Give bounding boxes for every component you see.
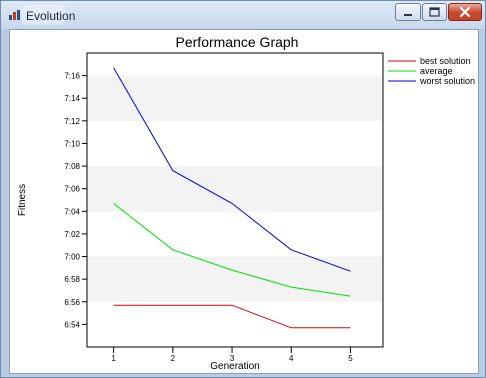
y-tick-label: 7:02: [64, 230, 80, 239]
y-tick-label: 7:00: [64, 253, 80, 262]
chart-app-icon: [9, 10, 20, 20]
y-tick-label: 7:14: [64, 94, 80, 103]
legend-label: best solution: [420, 56, 471, 66]
legend-label: average: [420, 66, 453, 76]
y-tick-label: 7:10: [64, 139, 80, 148]
grid-band: [87, 75, 383, 121]
y-tick-label: 7:12: [64, 117, 80, 126]
x-tick-label: 2: [171, 354, 176, 363]
y-tick-label: 7:16: [64, 72, 80, 81]
x-axis-label: Generation: [210, 361, 259, 372]
series-line-1: [113, 304, 351, 329]
y-tick-label: 7:04: [64, 207, 80, 216]
y-tick-label: 6:56: [64, 298, 80, 307]
y-tick-label: 7:06: [64, 185, 80, 194]
series-line-3: [113, 67, 351, 272]
y-tick-label: 6:58: [64, 275, 80, 284]
y-tick-label: 7:08: [64, 162, 80, 171]
maximize-icon: [429, 7, 440, 17]
minimize-icon: [404, 14, 412, 16]
performance-chart: Performance Graph Generation Fitness 6:5…: [10, 30, 478, 373]
legend-label: worst solution: [419, 76, 475, 86]
x-tick-label: 4: [289, 354, 294, 363]
minimize-button[interactable]: [395, 3, 421, 21]
plot-frame: [86, 52, 384, 348]
series-line-2: [113, 203, 351, 297]
close-icon: [459, 6, 471, 18]
maximize-button[interactable]: [422, 3, 447, 21]
grid-band: [87, 166, 383, 212]
x-tick-label: 1: [111, 354, 116, 363]
chart-title: Performance Graph: [176, 34, 299, 50]
x-tick-label: 3: [230, 354, 235, 363]
y-tick-label: 6:54: [64, 320, 80, 329]
client-area: Performance Graph Generation Fitness 6:5…: [9, 29, 479, 374]
title-bar[interactable]: Evolution: [1, 1, 485, 29]
window-title: Evolution: [26, 9, 76, 23]
close-button[interactable]: [448, 3, 482, 21]
y-axis-label: Fitness: [17, 184, 28, 216]
x-tick-label: 5: [348, 354, 353, 363]
title-highlight: [21, 5, 65, 25]
grid-band: [87, 256, 383, 302]
